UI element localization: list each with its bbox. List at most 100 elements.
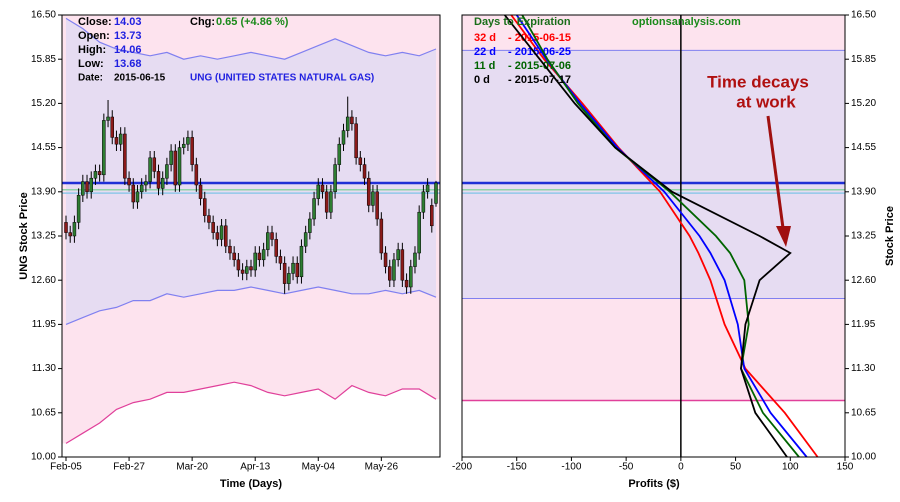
y-tick-label: 11.30 xyxy=(32,363,57,374)
label: Close: xyxy=(78,16,112,28)
candle-body xyxy=(308,218,312,233)
candle-body xyxy=(144,181,148,186)
candle-body xyxy=(181,143,186,148)
candle-body xyxy=(291,262,295,274)
label: High: xyxy=(78,44,106,56)
x-tick-label: Mar-20 xyxy=(176,462,208,473)
legend-label: 22 d xyxy=(474,46,496,58)
candle-body xyxy=(114,137,119,145)
candle-body xyxy=(131,184,136,203)
value: 13.73 xyxy=(114,30,142,42)
annotation-text: Time decays xyxy=(707,72,809,91)
value: 13.68 xyxy=(114,58,142,70)
candle-body xyxy=(354,123,358,159)
candle-body xyxy=(156,171,161,189)
candle-body xyxy=(102,120,106,176)
candle-body xyxy=(261,249,266,261)
candle-body xyxy=(224,225,228,247)
band-zone xyxy=(66,18,436,325)
candle-body xyxy=(257,252,262,261)
candle-body xyxy=(240,269,245,274)
candle-body xyxy=(282,262,287,284)
y-tick-label: 11.30 xyxy=(851,363,876,374)
candle-body xyxy=(350,116,354,125)
annotation: Time decays at work xyxy=(707,72,809,247)
y-tick-label: 14.55 xyxy=(851,142,876,153)
candle-body xyxy=(72,222,77,237)
candle-body xyxy=(434,182,438,204)
candle-body xyxy=(299,245,304,278)
candle-body xyxy=(421,191,426,213)
band-line xyxy=(65,17,437,60)
candle-body xyxy=(270,232,274,240)
y-axis-title: Stock Price xyxy=(884,206,896,266)
candle-body xyxy=(324,191,329,213)
x-tick-label: May-04 xyxy=(302,462,336,473)
y-tick-label: 10.00 xyxy=(851,452,876,463)
x-tick-label: -200 xyxy=(452,462,472,473)
candle-body xyxy=(337,143,342,165)
y-tick-label: 13.25 xyxy=(31,231,56,242)
y-tick-label: 14.55 xyxy=(31,142,56,153)
y-tick-label: 15.20 xyxy=(31,98,56,109)
candle-body xyxy=(383,252,388,267)
y-tick-label: 15.85 xyxy=(31,54,56,65)
label: Open: xyxy=(78,30,110,42)
y-tick-label: 15.20 xyxy=(851,98,876,109)
candle-body xyxy=(148,157,152,182)
candle-body xyxy=(392,259,396,281)
candle-body xyxy=(177,147,182,186)
x-tick-label: 150 xyxy=(837,462,854,473)
arrow-shaft xyxy=(766,115,785,229)
candle-body xyxy=(409,266,413,288)
y-tick-label: 13.90 xyxy=(851,186,876,197)
y-tick-label: 13.25 xyxy=(851,231,876,242)
x-tick-label: -150 xyxy=(507,462,527,473)
y-tick-label: 13.90 xyxy=(31,186,56,197)
candle-body xyxy=(329,191,333,213)
candle-body xyxy=(97,171,102,176)
candle-body xyxy=(211,222,215,233)
label: Date: xyxy=(78,73,103,84)
y-axis-title: UNG Stock Price xyxy=(18,192,30,279)
y-tick-label: 12.60 xyxy=(31,275,56,286)
candle-body xyxy=(430,205,434,227)
candle-body xyxy=(152,157,157,172)
x-tick-label: Feb-27 xyxy=(113,462,145,473)
candle-body xyxy=(312,198,316,220)
candle-body xyxy=(228,245,232,254)
candle-body xyxy=(64,222,68,233)
value: 0.65 (+4.86 %) xyxy=(216,16,289,28)
x-tick-label: 0 xyxy=(678,462,684,473)
candle-body xyxy=(345,116,350,131)
candle-body xyxy=(203,198,207,216)
candle-body xyxy=(413,252,417,267)
candle-body xyxy=(236,259,241,271)
candle-body xyxy=(232,252,236,261)
candle-body xyxy=(169,150,173,165)
candle-body xyxy=(316,184,321,199)
candle-body xyxy=(274,239,278,257)
candle-body xyxy=(366,177,371,206)
profit-curve xyxy=(515,14,808,458)
y-tick-label: 10.65 xyxy=(31,407,56,418)
x-tick-label: -100 xyxy=(561,462,581,473)
candle-body xyxy=(190,137,194,165)
legend-date: - 2015-06-15 xyxy=(508,32,571,44)
x-axis-title: Profits ($) xyxy=(628,478,680,490)
candle-body xyxy=(139,184,144,193)
x-tick-label: May-26 xyxy=(365,462,399,473)
floor-zone xyxy=(62,382,440,457)
legend-label: 0 d xyxy=(474,74,490,86)
legend-label: 11 d xyxy=(474,60,495,72)
candle-body xyxy=(93,171,98,179)
candle-body xyxy=(173,150,178,186)
candle-body xyxy=(253,252,257,271)
candle-body xyxy=(76,194,81,223)
y-tick-label: 16.50 xyxy=(31,10,56,21)
candle-body xyxy=(425,184,430,193)
label: Low: xyxy=(78,58,104,70)
candle-body xyxy=(89,177,93,193)
candle-body xyxy=(396,249,400,261)
